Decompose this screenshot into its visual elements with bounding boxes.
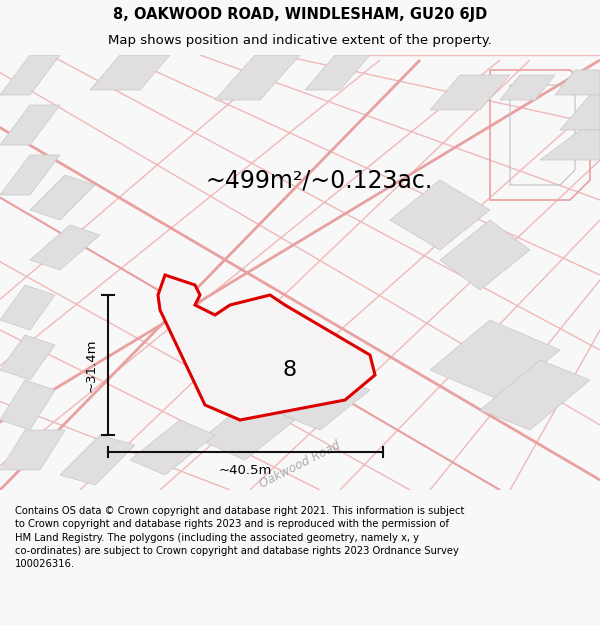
- Text: Contains OS data © Crown copyright and database right 2021. This information is : Contains OS data © Crown copyright and d…: [15, 506, 464, 569]
- Polygon shape: [0, 430, 65, 470]
- Polygon shape: [0, 335, 55, 380]
- Polygon shape: [200, 400, 295, 460]
- Polygon shape: [560, 95, 600, 130]
- Text: Map shows position and indicative extent of the property.: Map shows position and indicative extent…: [108, 34, 492, 47]
- Polygon shape: [440, 220, 530, 290]
- Polygon shape: [270, 370, 370, 430]
- Polygon shape: [215, 55, 300, 100]
- Text: ~40.5m: ~40.5m: [219, 464, 272, 477]
- Polygon shape: [30, 175, 95, 220]
- Polygon shape: [30, 225, 100, 270]
- Polygon shape: [158, 275, 375, 420]
- Polygon shape: [60, 435, 135, 485]
- Polygon shape: [0, 285, 55, 330]
- Polygon shape: [430, 75, 510, 110]
- Polygon shape: [540, 130, 600, 160]
- Polygon shape: [480, 360, 590, 430]
- Polygon shape: [305, 55, 370, 90]
- Text: 8, OAKWOOD ROAD, WINDLESHAM, GU20 6JD: 8, OAKWOOD ROAD, WINDLESHAM, GU20 6JD: [113, 8, 487, 22]
- Polygon shape: [430, 320, 560, 400]
- Polygon shape: [0, 380, 55, 430]
- Polygon shape: [0, 55, 60, 95]
- Text: Oakwood Road: Oakwood Road: [257, 439, 343, 491]
- Text: ~499m²/~0.123ac.: ~499m²/~0.123ac.: [205, 168, 432, 192]
- Polygon shape: [500, 75, 555, 100]
- Polygon shape: [130, 420, 215, 475]
- Polygon shape: [0, 105, 60, 145]
- Text: 8: 8: [283, 360, 297, 380]
- Polygon shape: [390, 180, 490, 250]
- Polygon shape: [555, 70, 600, 95]
- Polygon shape: [90, 55, 170, 90]
- Text: ~31.4m: ~31.4m: [85, 338, 98, 392]
- Polygon shape: [0, 155, 60, 195]
